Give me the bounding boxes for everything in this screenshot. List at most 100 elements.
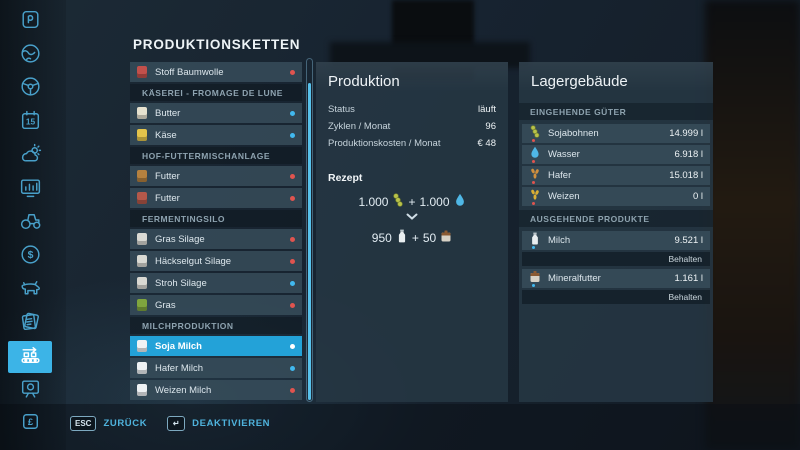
silage-bale-icon [137,277,147,289]
status-dot [290,195,295,201]
list-section-futtermischanlage: HOF-FUTTERMISCHANLAGE [130,147,302,164]
scrollbar-thumb[interactable] [308,82,311,400]
list-item-weizen-milch[interactable]: Weizen Milch [130,380,302,400]
status-dot [290,365,295,371]
sidebar-item-money[interactable]: £ [8,408,52,440]
input-amount: 1.000 [358,194,389,209]
output-indicator-dot [532,284,535,287]
fabric-icon [137,66,147,78]
sidebar-item-finances[interactable]: $ [8,241,52,273]
sidebar-item-notes[interactable] [8,6,52,38]
cheese-icon [137,129,147,141]
list-item-label: Soja Milch [155,340,202,352]
status-dot [290,173,295,179]
sidebar-item-vehicles[interactable] [8,73,52,105]
info-label: Zyklen / Monat [328,121,391,132]
production-panel-title: Produktion [328,73,400,90]
storage-row-amount: 0 l [692,191,703,202]
milch-distribution-mode[interactable]: Behalten [522,252,710,266]
storage-row-label: Mineralfutter [548,273,601,284]
sidebar-item-map[interactable] [8,40,52,72]
list-item-label: Gras [155,299,176,311]
list-item-haeckselgut-silage[interactable]: Häckselgut Silage [130,251,302,271]
list-item-label: Hafer Milch [155,362,204,374]
water-drop-icon [454,193,466,210]
output-amount: 950 [371,230,392,245]
deactivate-label: DEAKTIVIEREN [192,418,271,429]
steering-wheel-icon [18,74,43,104]
back-button[interactable]: ESC ZURÜCK [70,416,147,431]
feed-icon [137,170,147,182]
milk-bottle-icon [396,229,408,246]
input-indicator-dot [532,202,535,205]
list-section-milchproduktion: MILCHPRODUKTION [130,317,302,334]
sidebar-item-production-chains[interactable] [8,341,52,373]
finance-icon: $ [18,242,43,272]
sidebar-item-statistics[interactable] [8,174,52,206]
list-item-label: Futter [155,192,180,204]
list-item-hafer-milch[interactable]: Hafer Milch [130,358,302,378]
list-item-kaese[interactable]: Käse [130,125,302,145]
list-item-soja-milch[interactable]: Soja Milch [130,336,302,356]
status-dot [290,69,295,75]
info-value: 96 [485,121,496,132]
storage-row-weizen[interactable]: Weizen 0 l [522,187,710,206]
tractor-icon [18,208,43,238]
input-indicator-dot [532,181,535,184]
list-item-gras-silage[interactable]: Gras Silage [130,229,302,249]
globe-icon [18,41,43,71]
recipe-heading: Rezept [328,172,363,184]
mineralfutter-distribution-mode[interactable]: Behalten [522,290,710,304]
list-item-label: Futter [155,170,180,182]
plus-sign: + [411,230,419,245]
storage-row-sojabohnen[interactable]: Sojabohnen 14.999 l [522,124,710,143]
list-item-stoff-baumwolle[interactable]: Stoff Baumwolle [130,62,302,82]
storage-row-wasser[interactable]: Wasser 6.918 l [522,145,710,164]
svg-text:$: $ [27,250,33,261]
status-dot [290,343,295,349]
storage-row-mineralfutter[interactable]: Mineralfutter 1.161 l [522,269,710,288]
feed-icon [137,192,147,204]
list-scrollbar[interactable] [306,58,313,402]
storage-row-amount: 1.161 l [674,273,703,284]
list-item-stroh-silage[interactable]: Stroh Silage [130,273,302,293]
svg-text:£: £ [27,417,33,427]
output-indicator-dot [532,246,535,249]
contracts-icon [18,309,43,339]
sidebar-item-animals[interactable] [8,274,52,306]
status-dot [290,258,295,264]
milk-bottle-icon [137,384,147,396]
mineral-feed-icon [529,270,541,288]
chevron-down-icon [316,213,508,220]
status-dot [290,132,295,138]
info-row-costs: Produktionskosten / Monat € 48 [328,135,496,152]
deactivate-button[interactable]: ↵ DEAKTIVIEREN [167,416,270,431]
list-item-futter-2[interactable]: Futter [130,188,302,208]
info-label: Produktionskosten / Monat [328,138,441,149]
money-icon: £ [18,409,43,439]
sidebar-item-calendar[interactable]: 15 [8,107,52,139]
list-item-futter-1[interactable]: Futter [130,166,302,186]
storage-row-amount: 9.521 l [674,235,703,246]
storage-row-label: Weizen [548,191,580,202]
list-item-label: Gras Silage [155,233,205,245]
milk-bottle-icon [137,340,147,352]
sidebar-item-contracts[interactable] [8,308,52,340]
storage-row-milch[interactable]: Milch 9.521 l [522,231,710,250]
milk-bottle-icon [137,362,147,374]
page-title: PRODUKTIONSKETTEN [133,37,301,52]
enter-keycap: ↵ [167,416,186,431]
sidebar-item-weather[interactable] [8,140,52,172]
svg-text:15: 15 [25,116,35,126]
sidebar-item-presentation[interactable] [8,375,52,407]
storage-row-hafer[interactable]: Hafer 15.018 l [522,166,710,185]
sidebar-item-garage[interactable] [8,207,52,239]
input-indicator-dot [532,160,535,163]
list-item-butter[interactable]: Butter [130,103,302,123]
list-item-gras[interactable]: Gras [130,295,302,315]
list-item-label: Stoff Baumwolle [155,66,224,78]
milk-bottle-icon [529,232,541,250]
footer-bar: ESC ZURÜCK ↵ DEAKTIVIEREN [70,416,270,431]
storage-row-amount: 15.018 l [669,170,703,181]
